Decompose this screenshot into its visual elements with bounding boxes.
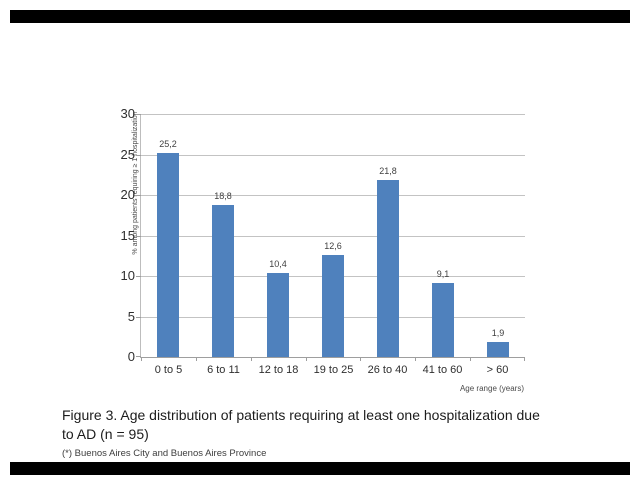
- x-axis-category-label: 12 to 18: [258, 364, 299, 376]
- y-axis-tick-25: [136, 154, 141, 156]
- bar-12-to-18: [267, 273, 289, 357]
- x-axis-category-label: 0 to 5: [154, 364, 183, 376]
- bottom-accent-bar: [10, 462, 630, 475]
- y-axis-tick-label: 30: [120, 106, 135, 121]
- bar-19-to-25: [322, 255, 344, 357]
- bar-value-label: 12,6: [324, 241, 342, 251]
- y-axis-tick-5: [136, 316, 141, 318]
- x-axis-category-label: 19 to 25: [313, 364, 354, 376]
- figure-caption-line2: to AD (n = 95): [62, 426, 149, 442]
- x-axis-tick: [524, 357, 525, 361]
- y-axis-tick-label: 5: [127, 308, 135, 324]
- bar-chart-plot-area: 0 5 10 15 20 25 30 25,2 0 to 5 18,8 6 to 11 10,4 12 …: [121, 106, 525, 376]
- bar->-60: [487, 342, 509, 357]
- x-axis-tick: [141, 357, 142, 361]
- x-axis-tick: [415, 357, 416, 361]
- gridline-15: [141, 235, 525, 237]
- bar-value-label: 25,2: [159, 139, 177, 149]
- y-axis-tick-label: 0: [127, 349, 135, 364]
- bar-26-to-40: [377, 180, 399, 357]
- y-axis-tick-label: 10: [120, 268, 135, 283]
- figure-footnote: (*) Buenos Aires City and Buenos Aires P…: [62, 448, 267, 459]
- gridline-30: [141, 114, 525, 115]
- x-axis-category-label: 26 to 40: [367, 364, 408, 376]
- bar-value-label: 18,8: [214, 191, 232, 201]
- gridline-25: [141, 154, 525, 156]
- x-axis-tick: [306, 357, 307, 361]
- figure-caption: Figure 3. Age distribution of patients r…: [62, 406, 602, 444]
- y-axis-tick-0: [136, 356, 141, 357]
- bar-value-label: 21,8: [379, 166, 397, 176]
- gridline-20: [141, 195, 525, 196]
- x-axis-tick: [251, 357, 252, 361]
- y-axis-tick-15: [136, 235, 141, 237]
- bar-value-label: 10,4: [269, 259, 287, 269]
- x-axis-category-label: > 60: [486, 364, 509, 376]
- bar-value-label: 9,1: [436, 269, 450, 279]
- y-axis-tick-label: 15: [120, 227, 135, 243]
- y-axis-tick-20: [136, 195, 141, 196]
- bar-6-to-11: [212, 205, 234, 357]
- top-accent-bar: [10, 10, 630, 23]
- bar-value-label: 1,9: [491, 328, 505, 338]
- x-axis-tick: [196, 357, 197, 361]
- x-axis-title: Age range (years): [459, 384, 524, 393]
- x-axis-tick: [360, 357, 361, 361]
- x-axis-category-label: 41 to 60: [422, 364, 463, 376]
- bar-0-to-5: [157, 153, 179, 357]
- y-axis-tick-label: 20: [120, 187, 135, 202]
- bar-41-to-60: [432, 283, 454, 357]
- y-axis-tick-10: [136, 276, 141, 277]
- y-axis-tick-label: 25: [120, 146, 135, 162]
- y-axis-tick-30: [136, 114, 141, 115]
- figure-caption-line1: Figure 3. Age distribution of patients r…: [62, 407, 540, 423]
- x-axis-category-label: 6 to 11: [207, 364, 240, 376]
- x-axis-tick: [470, 357, 471, 361]
